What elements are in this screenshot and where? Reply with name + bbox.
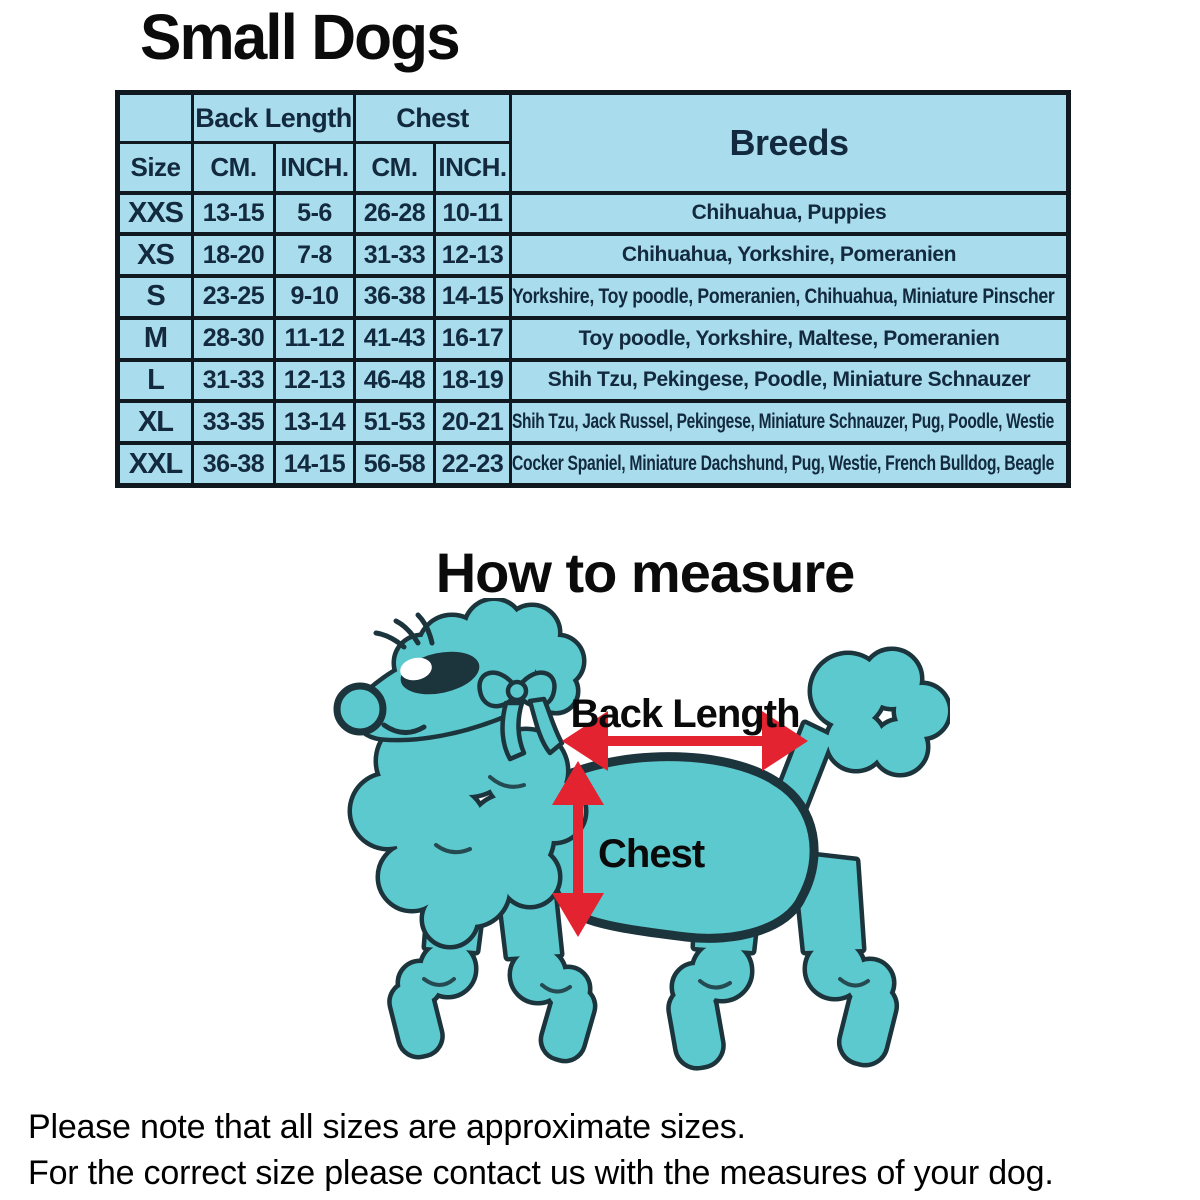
- back-cm-cell: 18-20: [191, 232, 276, 279]
- back-inch-cell: 12-13: [273, 357, 356, 404]
- chest-inch-cell: 18-19: [432, 357, 513, 404]
- group-header-row: Back Length Chest Breeds: [116, 91, 1070, 194]
- size-cell: S: [116, 274, 194, 320]
- breeds-text: Yorkshire, Toy poodle, Pomeranien, Chihu…: [512, 284, 1055, 308]
- table-row-xxl: XXL 36-38 14-15 56-58 22-23 Cocker Spani…: [116, 441, 1070, 488]
- poodle-bow: [477, 670, 565, 762]
- back-length-header: Back Length: [191, 91, 356, 144]
- breeds-cell: Cocker Spaniel, Miniature Dachshund, Pug…: [509, 441, 1070, 488]
- breeds-cell: Chihuahua, Puppies: [509, 190, 1070, 237]
- breeds-cell: Toy poodle, Yorkshire, Maltese, Pomerani…: [509, 315, 1070, 362]
- footer-line-2: For the correct size please contact us w…: [28, 1154, 1054, 1193]
- chest-inch-cell: 20-21: [432, 399, 513, 446]
- poodle-illustration: Back Length Chest: [333, 598, 950, 1100]
- chest-cm-cell: 46-48: [353, 357, 436, 404]
- table-row-xs: XS 18-20 7-8 31-33 12-13 Chihuahua, York…: [116, 232, 1070, 279]
- size-cell: XL: [116, 399, 194, 446]
- size-cell: XS: [116, 232, 194, 279]
- breeds-text: Shih Tzu, Jack Russel, Pekingese, Miniat…: [512, 410, 1055, 434]
- poodle-eye: [400, 657, 432, 681]
- back-inch-cell: 14-15: [273, 441, 356, 488]
- chest-cm-cell: 31-33: [353, 232, 436, 279]
- chest-label: Chest: [598, 832, 705, 876]
- breeds-header: Breeds: [509, 91, 1070, 194]
- back-inch-cell: 11-12: [273, 315, 356, 362]
- chest-cm-cell: 41-43: [353, 315, 436, 362]
- chest-arrow: [552, 761, 604, 937]
- size-table: Back Length Chest Breeds Size CM. INCH. …: [115, 90, 1071, 488]
- breeds-cell: Shih Tzu, Pekingese, Poodle, Miniature S…: [509, 357, 1070, 404]
- back-inch-cell: 13-14: [273, 399, 356, 446]
- back-cm-header: CM.: [191, 141, 276, 194]
- back-cm-cell: 23-25: [191, 274, 276, 320]
- chest-inch-cell: 10-11: [432, 190, 513, 237]
- chest-inch-cell: 22-23: [432, 441, 513, 488]
- breeds-cell: Yorkshire, Toy poodle, Pomeranien, Chihu…: [509, 274, 1070, 320]
- table-row-xl: XL 33-35 13-14 51-53 20-21 Shih Tzu, Jac…: [116, 399, 1070, 446]
- chest-header: Chest: [352, 91, 513, 144]
- chest-inch-cell: 12-13: [432, 232, 513, 279]
- chest-cm-cell: 36-38: [353, 274, 436, 320]
- size-cell: XXL: [116, 441, 194, 488]
- poodle-nose: [333, 682, 387, 736]
- back-inch-cell: 7-8: [273, 232, 356, 279]
- breeds-text: Chihuahua, Puppies: [691, 201, 887, 225]
- breeds-text: Shih Tzu, Pekingese, Poodle, Miniature S…: [547, 368, 1031, 392]
- breeds-cell: Shih Tzu, Jack Russel, Pekingese, Miniat…: [509, 399, 1070, 446]
- back-cm-cell: 33-35: [191, 399, 276, 446]
- size-table-grid: Back Length Chest Breeds Size CM. INCH. …: [115, 90, 1071, 488]
- page-title: Small Dogs: [140, 1, 461, 73]
- breeds-text: Toy poodle, Yorkshire, Maltese, Pomerani…: [578, 326, 1000, 350]
- poodle-face-details: [373, 612, 435, 735]
- size-cell: XXS: [116, 190, 194, 237]
- size-header: Size: [116, 141, 194, 194]
- back-length-label: Back Length: [570, 692, 799, 736]
- back-length-arrow: [562, 711, 808, 771]
- back-inch-cell: 9-10: [273, 274, 356, 320]
- table-row-m: M 28-30 11-12 41-43 16-17 Toy poodle, Yo…: [116, 315, 1070, 362]
- back-inch-header: INCH.: [273, 141, 356, 194]
- breeds-text: Cocker Spaniel, Miniature Dachshund, Pug…: [512, 452, 1055, 476]
- back-cm-cell: 13-15: [191, 190, 276, 237]
- breeds-cell: Chihuahua, Yorkshire, Pomeranien: [509, 232, 1070, 279]
- back-cm-cell: 36-38: [191, 441, 276, 488]
- chest-cm-cell: 56-58: [353, 441, 436, 488]
- back-inch-cell: 5-6: [273, 190, 356, 237]
- sub-header-row: Size CM. INCH. CM. INCH.: [116, 141, 1069, 194]
- how-to-measure-title: How to measure: [435, 541, 856, 604]
- chest-inch-header: INCH.: [432, 141, 513, 194]
- chest-cm-header: CM.: [353, 141, 436, 194]
- size-cell: M: [116, 315, 194, 362]
- chest-inch-cell: 16-17: [432, 315, 513, 362]
- table-row-s: S 23-25 9-10 36-38 14-15 Yorkshire, Toy …: [116, 274, 1070, 320]
- footer-line-1: Please note that all sizes are approxima…: [28, 1108, 746, 1146]
- footer-note: Please note that all sizes are approxima…: [28, 1104, 1054, 1196]
- back-cm-cell: 31-33: [191, 357, 276, 404]
- poodle-fluff-details: [422, 775, 870, 994]
- table-row-l: L 31-33 12-13 46-48 18-19 Shih Tzu, Peki…: [116, 357, 1070, 404]
- table-row-xxs: XXS 13-15 5-6 26-28 10-11 Chihuahua, Pup…: [116, 190, 1070, 237]
- breeds-text: Chihuahua, Yorkshire, Pomeranien: [621, 243, 957, 267]
- chest-cm-cell: 51-53: [353, 399, 436, 446]
- chest-cm-cell: 26-28: [353, 190, 436, 237]
- back-cm-cell: 28-30: [191, 315, 276, 362]
- corner-cell: [116, 91, 194, 144]
- chest-inch-cell: 14-15: [432, 274, 513, 320]
- size-cell: L: [116, 357, 194, 404]
